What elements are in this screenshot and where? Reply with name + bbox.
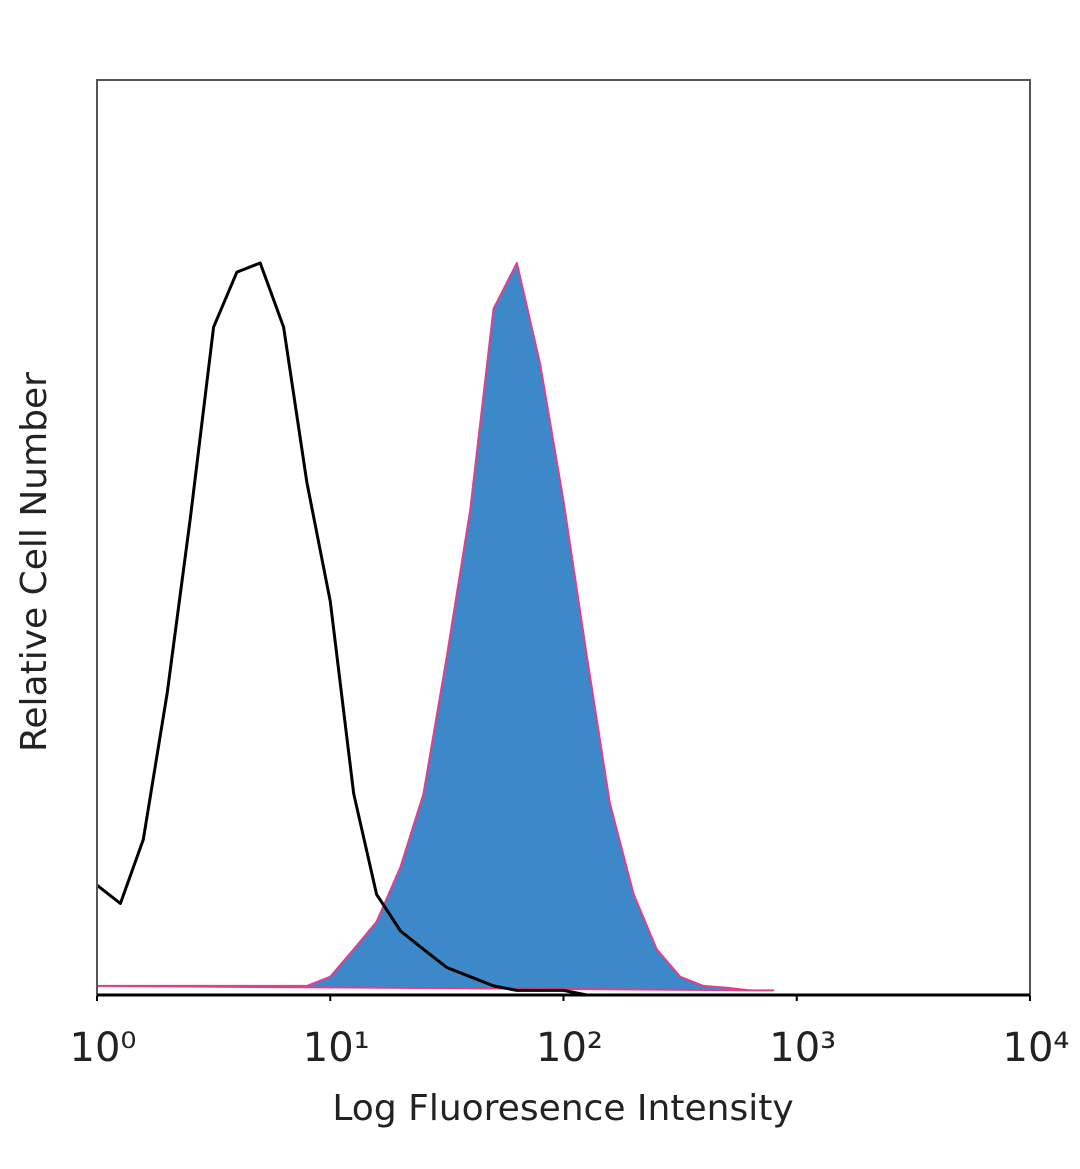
x-tick-label: 10² — [536, 1025, 603, 1071]
x-tick-label: 10¹ — [303, 1025, 370, 1071]
histogram-line — [96, 261, 588, 997]
x-tick-label: 10⁰ — [70, 1025, 137, 1071]
x-tick-label: 10⁴ — [1003, 1025, 1070, 1071]
y-axis-title: Relative Cell Number — [14, 372, 55, 752]
x-tick-label: 10³ — [769, 1025, 836, 1071]
histogram-area — [96, 262, 775, 992]
x-axis-title: Log Fluoresence Intensity — [332, 1088, 793, 1129]
